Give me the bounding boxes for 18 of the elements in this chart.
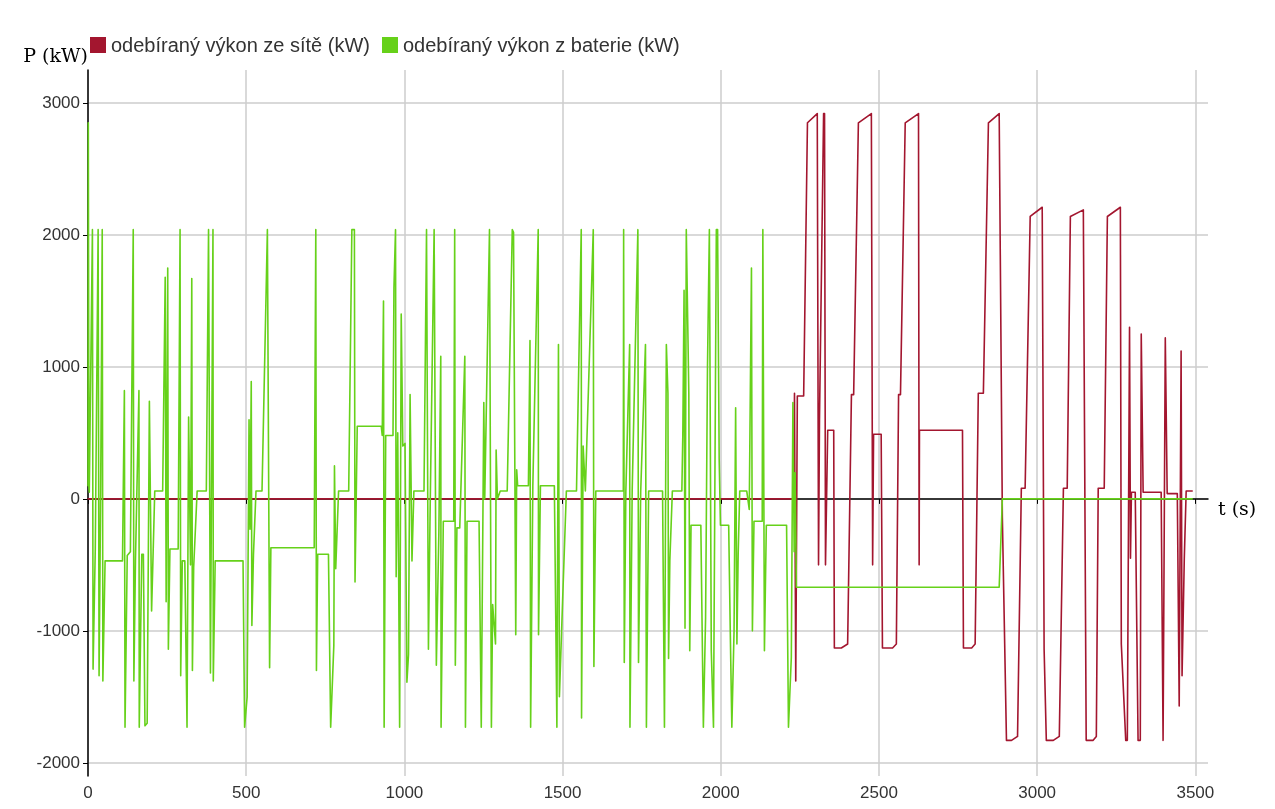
y-tick-label: -1000	[36, 621, 80, 641]
x-tick-label: 3500	[1176, 783, 1215, 802]
y-tick-label: 1000	[42, 357, 80, 377]
y-tick-label: 2000	[42, 225, 80, 245]
x-tick-label: 1000	[385, 783, 424, 802]
legend-label: odebíraný výkon z baterie (kW)	[402, 34, 680, 56]
x-tick-label: 2000	[701, 783, 740, 802]
y-axis-title: P (kW)	[23, 43, 88, 66]
y-tick-label: -2000	[36, 753, 80, 773]
x-tick-label: 3000	[1018, 783, 1057, 802]
x-tick-label: 2500	[860, 783, 898, 802]
x-axis-title: t (s)	[1218, 497, 1257, 520]
x-tick-label: 1500	[543, 783, 582, 802]
x-tick-label: 500	[232, 783, 261, 802]
x-tick-label: 0	[83, 783, 93, 802]
y-tick-label: 0	[70, 489, 80, 509]
y-tick-label: 3000	[42, 93, 80, 113]
legend-label: odebíraný výkon ze sítě (kW)	[111, 34, 370, 56]
